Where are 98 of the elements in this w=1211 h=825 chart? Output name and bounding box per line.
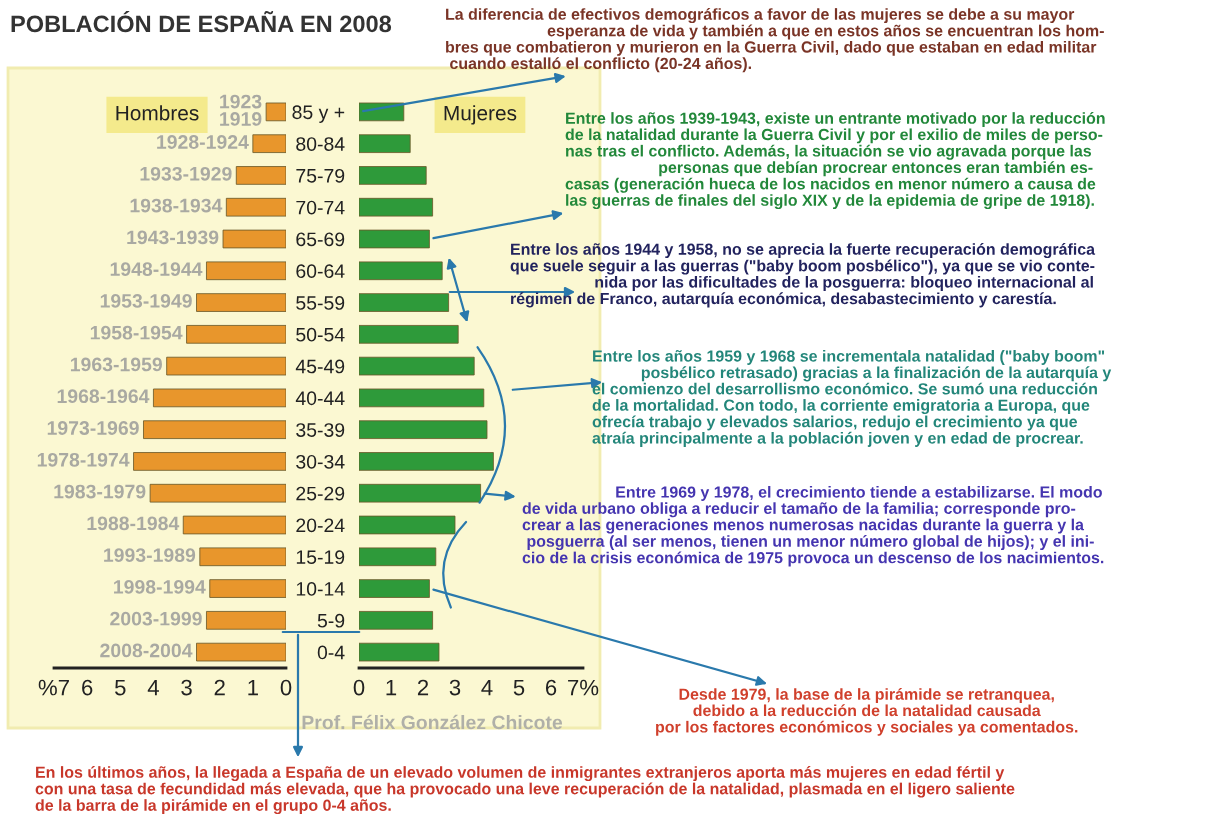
y-tick-label: 0-4	[317, 645, 345, 660]
annotation: 1963-1959	[70, 357, 162, 372]
annotation: 1943-1939	[127, 230, 219, 245]
y-tick-label: 25-29	[296, 486, 345, 501]
bar	[359, 611, 434, 630]
annotation: 2008-2004	[100, 643, 193, 658]
x-tick-label: 3	[181, 679, 192, 696]
bar	[359, 325, 459, 344]
annotation: 1998-1994	[114, 580, 206, 594]
text: Hombres	[116, 105, 199, 121]
annotation: 1933-1929	[140, 166, 232, 181]
text: Entre los años 1959 y 1968 se incrementala natalidad ("baby boom" posbélico retrasado) gracias a la finalización de la autarquía y el comienzo del desarrollismo económico. Se sumó una reducción de la mortalidad. Con todo, la corriente emigratoria a Europa, que ofrecía trabajo y elevados salarios, redujo el crecimiento ya que atraía principalmente a la población joven y en edad de procrear.	[592, 350, 1112, 447]
y-tick-label: 70-74	[296, 200, 345, 215]
bar	[235, 166, 286, 185]
y-tick-label: 75-79	[296, 168, 345, 183]
annotation: 1948-1944	[110, 262, 203, 276]
bar	[359, 388, 485, 408]
y-tick-label: 40-44	[295, 391, 345, 406]
x-tick-label: 6	[545, 679, 557, 696]
x-tick-label: 5	[513, 679, 525, 696]
annotation: 1978-1974	[37, 452, 130, 467]
annotation: 1988-1984	[87, 516, 180, 531]
bar	[186, 325, 286, 344]
bar	[359, 197, 434, 217]
annotation: 1973-1969	[47, 421, 139, 435]
annotation: Desde 1979, la base de la pirámide se retranquea, debido a la reducción de la natalidad causada por los factores económicos y sociales ya comentados.	[656, 688, 1078, 736]
annotation: Entre los años 1944 y 1958, no se aprecia la fuerte recuperación demográfica que suele seguir a las guerras ("baby boom posbélico"), ya que se vio conte- nida por las dificultades de la posguerra: bloqueo internacional al régimen de Franco, autarquía económica, desabastecimiento y carestía.	[510, 243, 1096, 308]
bar	[359, 642, 440, 662]
bar	[359, 229, 430, 249]
bar	[149, 483, 286, 503]
annotation: La diferencia de efectivos demográficos a favor de las mujeres se debe a su mayor esperanza de vida y también a que en estos años se encuentran los hom- bres que combatieron y murieron en la Guerra Civil, dado que estaban en edad militar cuando estalló el conflicto (20-24 años).	[446, 8, 1104, 73]
x-tick-label: %7	[38, 679, 69, 696]
x-tick-label: 0	[280, 679, 292, 696]
bar	[359, 166, 427, 185]
bar	[206, 261, 286, 281]
bar	[206, 611, 286, 630]
annotation: 1923 1919	[220, 94, 262, 126]
bar	[143, 420, 286, 439]
bar	[265, 102, 286, 122]
bar	[359, 547, 437, 567]
bar	[359, 293, 450, 312]
y-tick-label: 5-9	[317, 613, 345, 628]
bar	[153, 388, 286, 408]
y-tick-label: 80-84	[296, 137, 345, 151]
bar	[252, 134, 286, 153]
annotation: 1993-1989	[104, 548, 196, 563]
annotation: 1983-1979	[54, 484, 146, 499]
bar	[166, 356, 286, 376]
annotation: 1938-1934	[130, 198, 223, 213]
bar	[196, 293, 286, 312]
x-tick-label: 2	[214, 679, 225, 696]
x-tick-label: 0	[353, 679, 365, 696]
bar	[196, 642, 286, 662]
bar	[225, 197, 286, 217]
bar	[199, 547, 286, 567]
y-tick-label: 15-19	[296, 550, 345, 565]
y-tick-label: 55-59	[296, 296, 345, 310]
bar	[359, 420, 488, 439]
y-tick-label: 65-69	[296, 232, 345, 247]
bar	[359, 356, 475, 376]
annotation: 1928-1924	[157, 135, 249, 149]
text: Prof. Félix González Chicote	[302, 714, 563, 730]
x-tick-label: 3	[449, 679, 461, 696]
y-tick-label: 45-49	[295, 359, 345, 374]
bar	[359, 452, 494, 471]
y-tick-label: 20-24	[296, 518, 345, 533]
bar	[359, 134, 411, 153]
bar	[359, 483, 482, 503]
y-tick-label: 60-64	[296, 264, 345, 279]
x-tick-label: 6	[82, 679, 93, 696]
series-label: Mujeres	[444, 105, 517, 125]
annotation: 2003-1999	[110, 611, 202, 626]
annotation: Entre los años 1939-1943, existe un entrante motivado por la reducción de la natalidad durante la Guerra Civil y por el exilio de miles de perso- nas tras el conflicto. Además, la situación se vio agravada porque las personas que debían procrear entonces eran también es- casas (generación hueca de los nacidos en menor número a causa de las guerras de finales del siglo XIX y de la epidemia de gripe de 1918).	[565, 112, 1105, 210]
bar	[209, 579, 286, 598]
chart-title: POBLACIÓN DE ESPAÑA EN 2008	[11, 10, 392, 33]
bar	[359, 579, 430, 598]
annotation: 1968-1964	[57, 389, 150, 404]
x-tick-label: 7%	[568, 679, 599, 696]
bar	[359, 261, 443, 281]
y-tick-label: 85 y +	[292, 105, 345, 123]
x-tick-label: 1	[248, 679, 258, 696]
bar	[222, 229, 286, 249]
annotation: Entre 1969 y 1978, el crecimiento tiende a estabilizarse. El modo de vida urbano obliga a reducir el tamaño de la familia; corresponde pro- crear a las generaciones menos numerosas nacidas durante la guerra y la posguerra (al ser menos, tienen un menor número global de hijos); y el ini- cio de la crisis económica de 1975 provoca un descenso de los nacimientos.	[522, 486, 1104, 567]
x-tick-label: 4	[481, 679, 493, 696]
bar	[182, 515, 286, 535]
y-tick-label: 10-14	[296, 582, 345, 596]
x-tick-label: 2	[417, 679, 429, 696]
x-tick-label: 1	[386, 679, 397, 696]
text: En los últimos años, la llegada a España de un elevado volumen de inmigrantes extranjeros aporta más mujeres en edad fértil y con una tasa de fecundidad más elevada, que ha provocado una leve recuperación de la natalidad, plasmada en el ligero saliente de la barra de la pirámide en el grupo 0-4 años.	[35, 766, 1015, 815]
y-tick-label: 35-39	[296, 423, 345, 437]
x-tick-label: 4	[147, 679, 159, 696]
bar	[133, 452, 286, 471]
x-tick-label: 5	[115, 679, 126, 696]
bar	[359, 515, 456, 535]
annotation: 1953-1949	[100, 294, 192, 308]
y-tick-label: 30-34	[296, 454, 345, 469]
y-tick-label: 50-54	[296, 327, 345, 342]
annotation: 1958-1954	[90, 325, 183, 340]
